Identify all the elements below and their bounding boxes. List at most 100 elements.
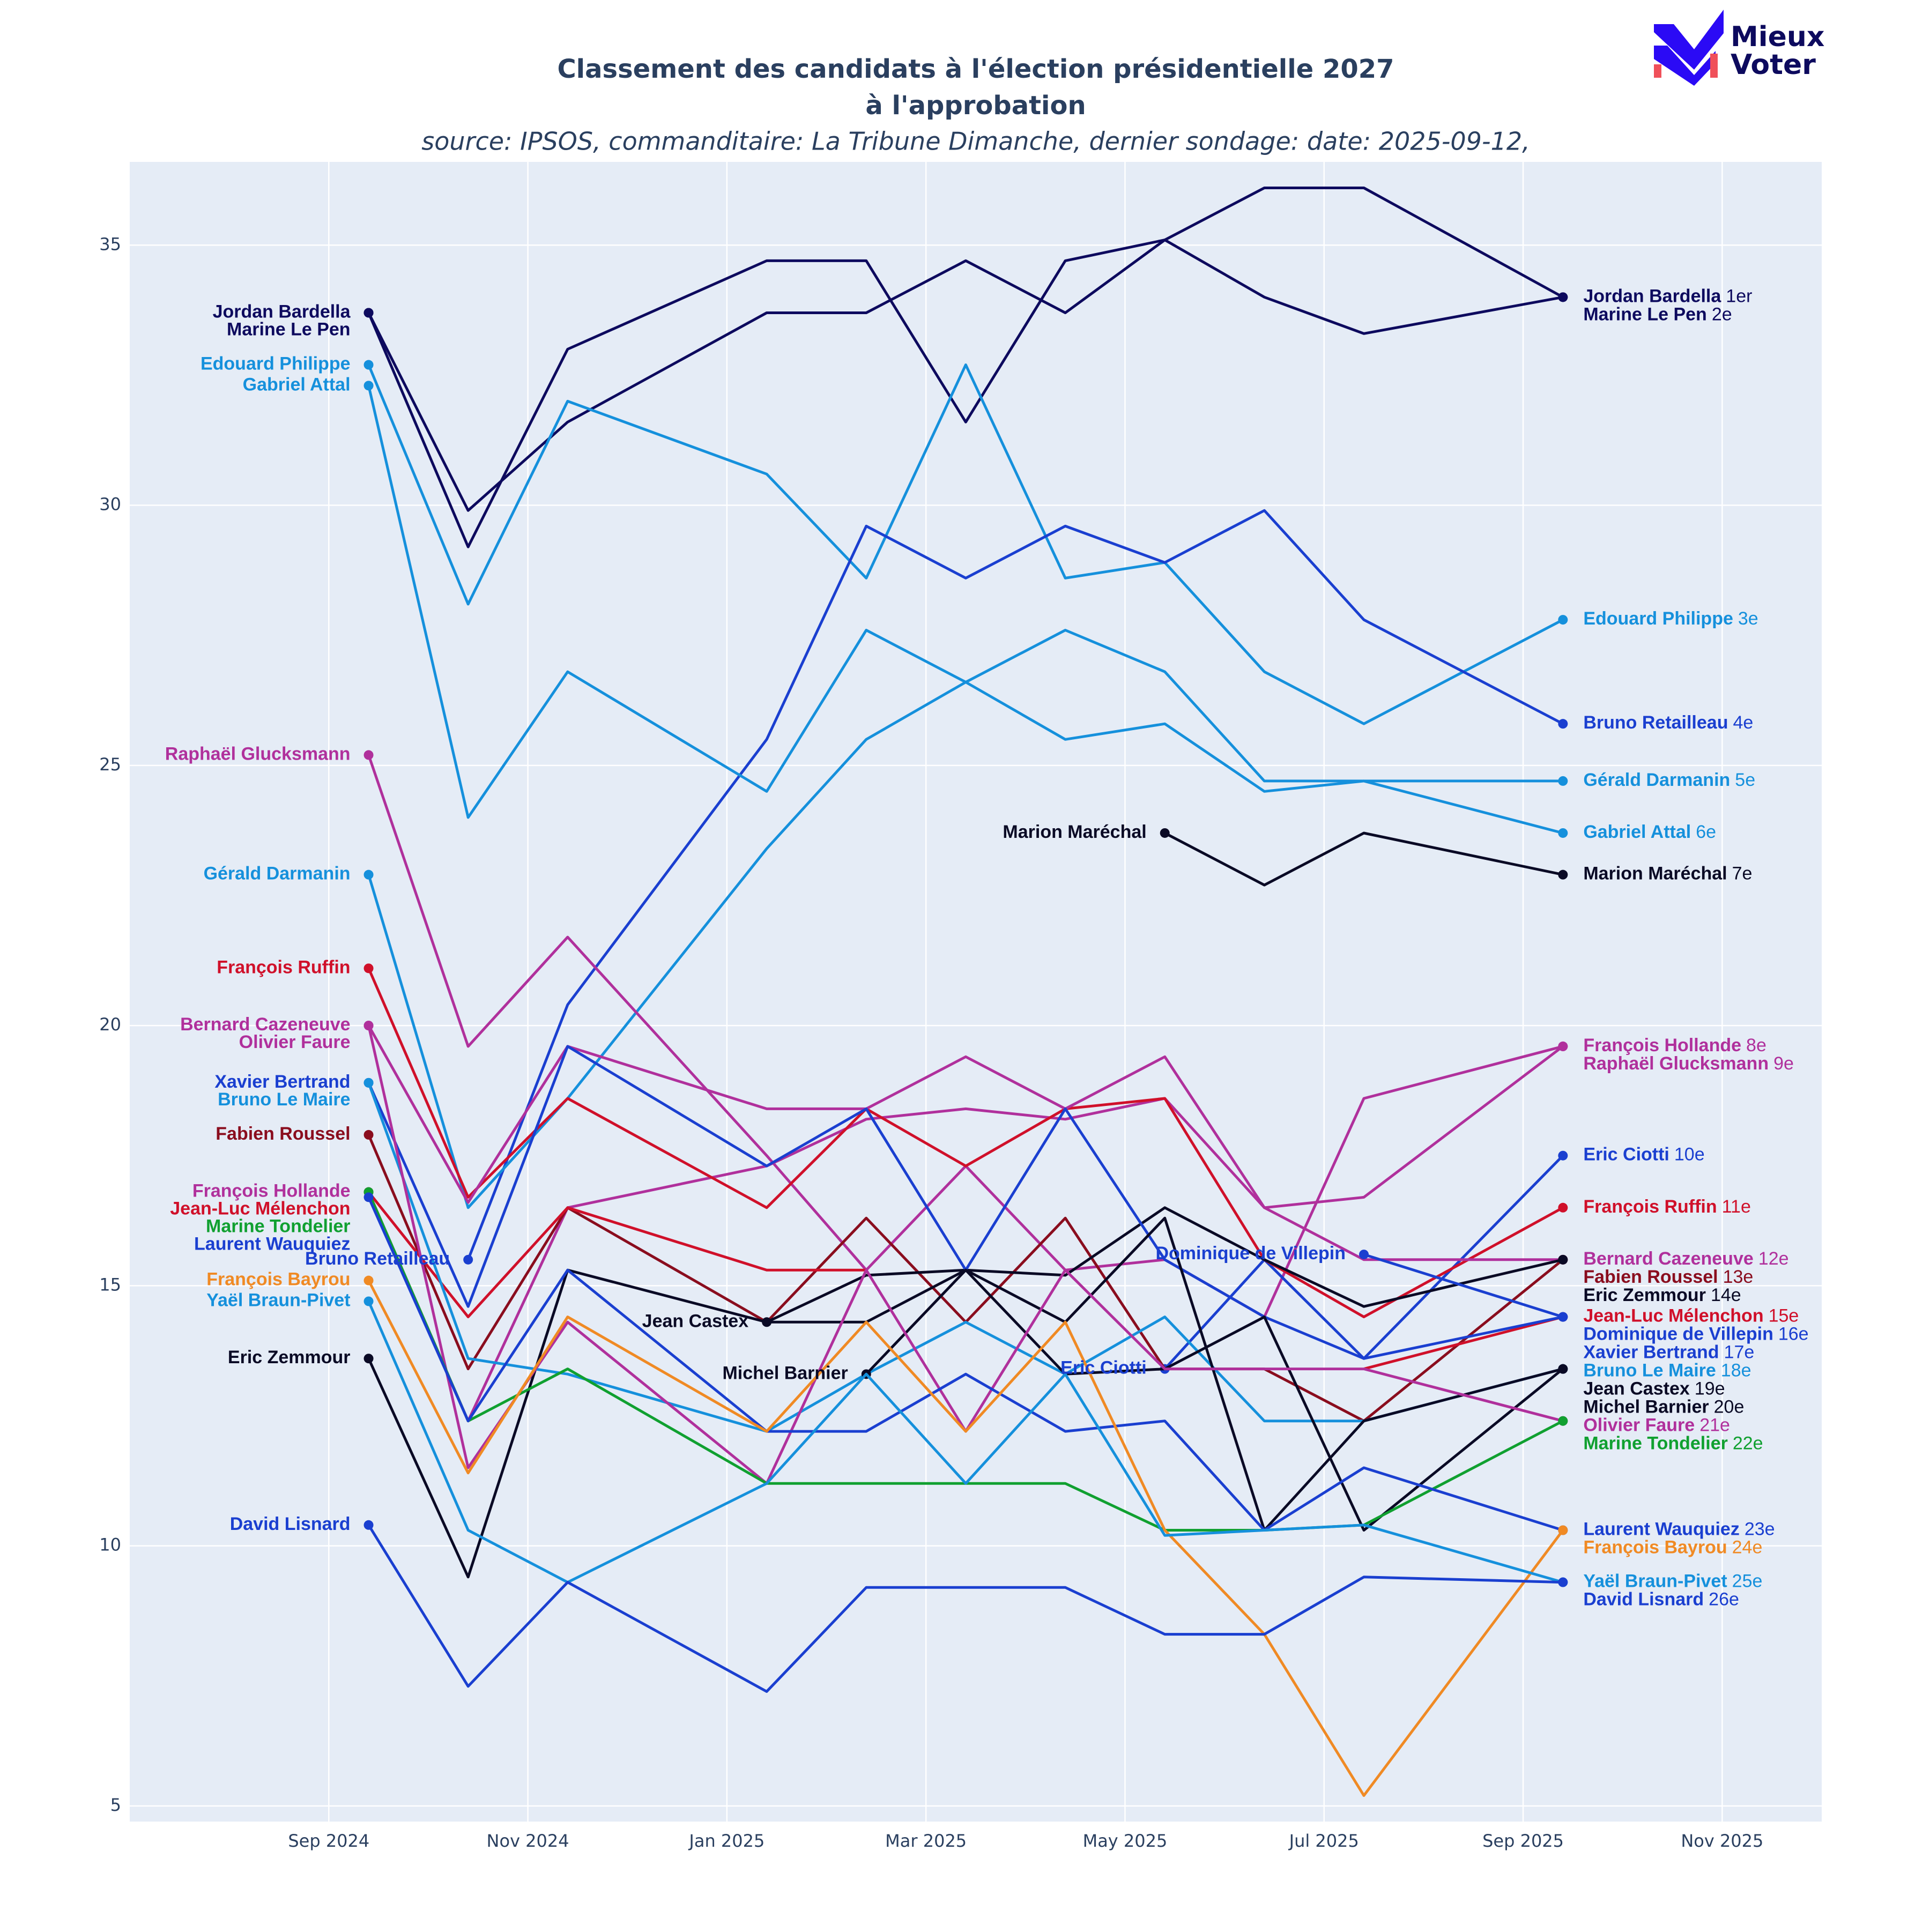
- end-label-name: François Ruffin: [1583, 1197, 1717, 1217]
- start-label: Marine Tondelier: [206, 1216, 351, 1237]
- series-line: [1363, 1253, 1564, 1318]
- start-label: Raphaël Glucksmann: [165, 744, 351, 764]
- endpoint-marker: [363, 963, 374, 974]
- endpoint-marker: [1558, 1312, 1568, 1322]
- start-label: Bruno Le Maire: [218, 1089, 350, 1110]
- end-label-name: Jean-Luc Mélenchon: [1583, 1306, 1763, 1326]
- end-label: Gérald Darmanin 5e: [1583, 770, 1755, 790]
- logo: Mieux Voter: [1654, 10, 1824, 86]
- y-tick-label: 30: [99, 494, 121, 515]
- endpoint-marker: [762, 1317, 772, 1327]
- start-label: Eric Ciotti: [1060, 1358, 1147, 1378]
- endpoint-marker: [1558, 719, 1568, 729]
- start-label: Michel Barnier: [722, 1363, 848, 1383]
- end-label: Edouard Philippe 3e: [1583, 608, 1758, 629]
- end-label-name: David Lisnard: [1583, 1589, 1704, 1610]
- y-tick-label: 5: [110, 1795, 121, 1815]
- end-label: Bruno Le Maire 18e: [1583, 1361, 1751, 1381]
- endpoint-marker: [363, 1296, 374, 1306]
- endpoint-marker: [363, 870, 374, 880]
- y-tick-label: 15: [99, 1274, 121, 1295]
- endpoint-marker: [1558, 1525, 1568, 1535]
- start-label: Eric Zemmour: [228, 1347, 351, 1368]
- endpoint-marker: [1558, 1254, 1568, 1265]
- logo-text: Voter: [1731, 49, 1816, 81]
- start-label: Bernard Cazeneuve: [180, 1014, 350, 1035]
- end-label: Eric Zemmour 14e: [1583, 1285, 1741, 1305]
- end-label-rank: 2e: [1712, 304, 1732, 324]
- endpoint-marker: [1359, 1250, 1369, 1260]
- end-label-name: Gérald Darmanin: [1583, 770, 1730, 790]
- end-label-rank: 21e: [1699, 1415, 1730, 1436]
- end-label: Jean Castex 19e: [1583, 1379, 1725, 1399]
- start-label: Jordan Bardella: [213, 301, 351, 322]
- start-label: Bruno Retailleau: [305, 1249, 450, 1269]
- series-line: [466, 509, 1564, 1260]
- end-label-name: Jordan Bardella: [1583, 286, 1721, 306]
- end-label-name: Marion Maréchal: [1583, 864, 1727, 884]
- y-tick-label: 10: [99, 1535, 121, 1555]
- end-label-rank: 1er: [1726, 286, 1752, 306]
- start-label: Gabriel Attal: [243, 374, 351, 395]
- start-label: Dominique de Villepin: [1155, 1243, 1346, 1264]
- chart-title: à l'approbation: [865, 91, 1086, 121]
- chart-subtitle: source: IPSOS, commanditaire: La Tribune…: [421, 127, 1530, 156]
- start-label: Yaël Braun-Pivet: [206, 1290, 350, 1310]
- start-label: Fabien Roussel: [216, 1124, 350, 1144]
- end-label: Marion Maréchal 7e: [1583, 864, 1752, 884]
- start-label: François Bayrou: [206, 1269, 350, 1290]
- start-label: Gérald Darmanin: [204, 864, 351, 884]
- endpoint-marker: [363, 1275, 374, 1285]
- end-label-rank: 17e: [1724, 1342, 1755, 1363]
- end-label-name: Bruno Le Maire: [1583, 1361, 1716, 1381]
- end-label-name: Laurent Wauquiez: [1583, 1519, 1740, 1539]
- end-label: Marine Tondelier 22e: [1583, 1433, 1763, 1454]
- endpoint-marker: [1558, 828, 1568, 838]
- y-tick-label: 35: [99, 234, 121, 254]
- series-line: [1163, 1154, 1564, 1370]
- end-label-rank: 11e: [1722, 1197, 1751, 1217]
- x-tick-label: Sep 2024: [288, 1831, 369, 1851]
- end-label-rank: 12e: [1758, 1249, 1789, 1269]
- end-label: Jean-Luc Mélenchon 15e: [1583, 1306, 1799, 1326]
- end-label: Olivier Faure 21e: [1583, 1415, 1730, 1436]
- start-label: Xavier Bertrand: [214, 1072, 350, 1092]
- end-label-name: François Hollande: [1583, 1035, 1741, 1056]
- endpoint-marker: [1558, 1202, 1568, 1213]
- endpoint-marker: [1558, 1364, 1568, 1374]
- end-label: Marine Le Pen 2e: [1583, 304, 1732, 324]
- end-label-name: Michel Barnier: [1583, 1397, 1709, 1417]
- endpoint-marker: [1558, 292, 1568, 302]
- end-label: Laurent Wauquiez 23e: [1583, 1519, 1775, 1539]
- endpoint-marker: [363, 1520, 374, 1530]
- start-label: Laurent Wauquiez: [194, 1234, 351, 1254]
- series-line: [367, 363, 1564, 725]
- logo-mark: [1654, 46, 1716, 86]
- end-label-rank: 25e: [1732, 1571, 1763, 1592]
- logo-mark: [1654, 10, 1724, 70]
- start-label: Marine Le Pen: [227, 319, 351, 339]
- series-line: [1164, 831, 1563, 887]
- y-tick-label: 25: [99, 754, 121, 775]
- end-label: Raphaël Glucksmann 9e: [1583, 1053, 1794, 1074]
- end-label: Bruno Retailleau 4e: [1583, 712, 1753, 733]
- endpoint-marker: [363, 1354, 374, 1364]
- end-label: François Hollande 8e: [1583, 1035, 1766, 1056]
- end-label-name: Bruno Retailleau: [1583, 712, 1728, 733]
- series-line: [367, 1524, 1563, 1693]
- x-tick-label: Sep 2025: [1482, 1831, 1564, 1851]
- end-label-rank: 24e: [1732, 1537, 1763, 1557]
- end-label-rank: 18e: [1721, 1361, 1751, 1381]
- x-tick-label: Jan 2025: [688, 1831, 764, 1851]
- endpoint-marker: [1558, 1150, 1568, 1161]
- endpoint-marker: [1558, 1416, 1568, 1426]
- end-label-rank: 20e: [1714, 1397, 1745, 1417]
- x-tick-label: May 2025: [1083, 1831, 1168, 1851]
- x-tick-label: Mar 2025: [885, 1831, 967, 1851]
- end-label-rank: 19e: [1695, 1379, 1725, 1399]
- end-label-rank: 9e: [1773, 1053, 1794, 1074]
- end-label-rank: 22e: [1733, 1433, 1763, 1454]
- series-line: [367, 187, 1564, 548]
- endpoint-marker: [363, 1130, 374, 1140]
- end-label-rank: 15e: [1769, 1306, 1799, 1326]
